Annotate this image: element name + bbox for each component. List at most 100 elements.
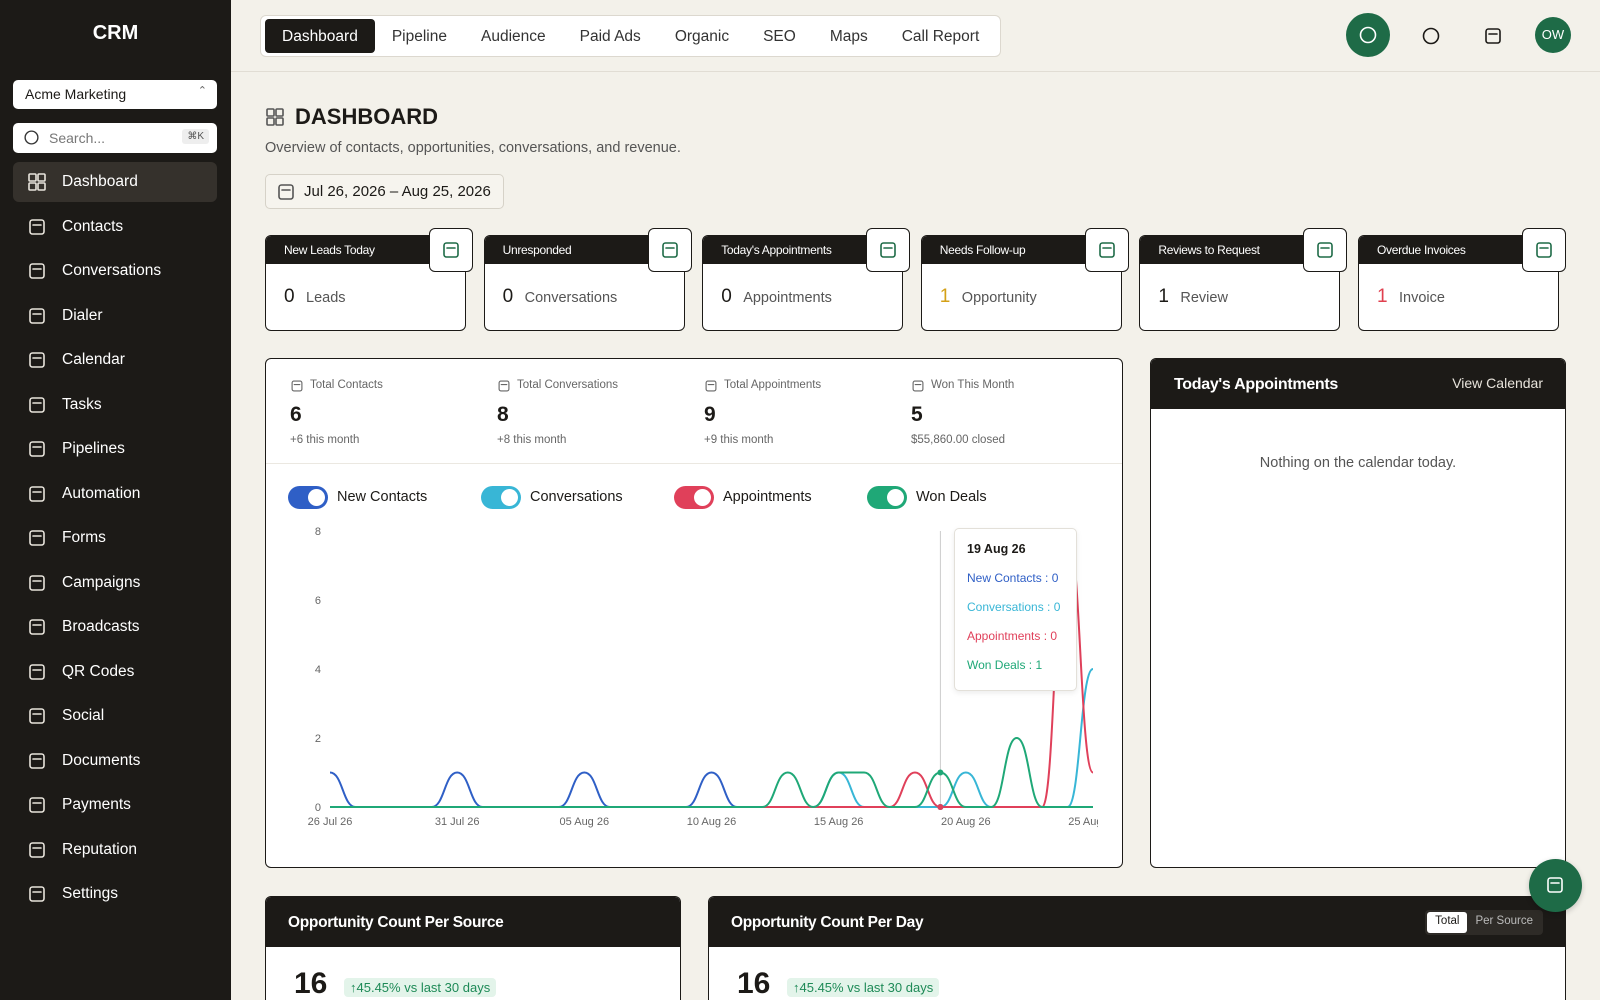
icon-shape [29,485,45,502]
x-tick-label: 15 Aug 26 [814,816,864,828]
kpi-icon[interactable] [1303,228,1348,272]
brand: CRM [92,22,139,44]
tab[interactable]: Organic [674,28,730,45]
nav-item[interactable]: Reputation [13,830,217,870]
sidebar: CRM Acme Marketing ⌃ Search... ⌘K Dashboard Co… [0,0,231,1000]
icon-shape [1317,242,1334,258]
icon [29,307,45,324]
y-tick-label: 4 [315,664,321,676]
toggle-option[interactable]: Per Source [1475,915,1533,927]
kpi-value: 0 [502,286,514,307]
kpi-icon[interactable] [647,228,692,272]
kpi-icon[interactable] [1084,228,1129,272]
icon [661,242,678,258]
icon-shape [29,441,45,457]
icon [29,663,45,680]
series-toggle[interactable] [481,486,521,509]
icon [29,574,45,591]
kpi-icon[interactable] [866,228,911,272]
nav-item[interactable]: Dialer [13,296,217,336]
icon [29,530,45,546]
tab[interactable]: Pipeline [391,28,447,45]
nav-item[interactable]: Calendar [13,340,217,380]
icon-shape [37,173,46,182]
icon [29,752,45,769]
tab[interactable]: Call Report [901,28,980,45]
tooltip-line: New Contacts : 0 [967,571,1059,585]
tab[interactable]: Audience [480,28,546,45]
card-header [266,897,680,947]
icon-shape [29,218,45,235]
notifications-button[interactable] [1482,25,1504,47]
card-title: Opportunity Count Per Source [288,914,504,931]
opportunity-value: 16 [294,967,328,1000]
floating-action-button[interactable] [1529,859,1582,912]
toggle-option[interactable]: Total [1427,912,1468,933]
icon-shape [29,396,45,413]
tab[interactable]: SEO [763,28,796,45]
nav-item[interactable]: Settings [13,874,217,914]
stat-label: Total Conversations [517,379,618,391]
stat-delta: +9 this month [704,434,774,446]
nav-item[interactable]: Tasks [13,385,217,425]
toggle-knob [694,489,711,506]
nav-item[interactable]: Forms [13,518,217,558]
nav-item[interactable]: Contacts [13,207,217,247]
avatar[interactable]: OW [1535,17,1571,53]
nav-item[interactable]: Automation [13,474,217,514]
workspace-select[interactable]: Acme Marketing ⌃ [13,80,217,109]
nav-item[interactable]: Conversations [13,251,217,291]
legend-label: Conversations [530,489,623,505]
change-badge: ↑45.45% vs last 30 days [344,978,497,997]
tab[interactable]: Maps [829,28,868,45]
nav-item[interactable]: Social [13,696,217,736]
search-box[interactable]: Search... ⌘K [13,123,217,153]
icon [705,380,717,392]
opportunity-card: Opportunity Count Per Source 16 ↑45.45% vs… [265,896,681,1000]
nav-item[interactable]: Documents [13,741,217,781]
icon-shape [29,797,45,813]
nav-item[interactable]: QR Codes [13,652,217,692]
series-toggle[interactable] [288,486,328,509]
series-toggle[interactable] [867,486,907,509]
icon [443,242,459,258]
icon [1317,242,1334,258]
tab[interactable]: Paid Ads [579,28,641,45]
page-title: DASHBOARD [295,104,438,129]
stat-delta: $55,860.00 closed [911,434,1005,446]
icon [29,797,45,813]
nav-item[interactable]: Payments [13,785,217,825]
activity-card: Total Contacts 6 +6 this month Total Conver… [265,358,1123,868]
icon-shape [1536,242,1552,258]
x-tick-label: 05 Aug 26 [560,816,610,828]
date-range-text: Jul 26, 2026 – Aug 25, 2026 [304,183,491,200]
stat-label: Total Contacts [310,379,383,391]
legend-label: Appointments [723,489,812,505]
nav-item[interactable]: Broadcasts [13,607,217,647]
nav-item[interactable]: Pipelines [13,429,217,469]
kpi-icon[interactable] [429,228,473,272]
nav-label: Contacts [62,217,124,235]
icon-shape [29,708,45,724]
icon [278,184,294,200]
date-range[interactable]: Jul 26, 2026 – Aug 25, 2026 [265,174,504,209]
toggle-knob [308,489,325,506]
kpi-icon[interactable] [1522,228,1566,272]
nav-label: Forms [62,529,106,546]
nav-label: Automation [62,484,141,502]
nav-item[interactable]: Campaigns [13,563,217,603]
kpi-unit: Conversations [524,290,618,306]
view-calendar-link[interactable]: View Calendar [1452,375,1543,391]
workspace-name: Acme Marketing [25,86,127,102]
stat-label: Won This Month [931,379,1015,391]
kpi-value: 1 [1377,286,1388,307]
tab[interactable]: Dashboard [265,19,375,53]
icon-shape [29,752,45,769]
x-tick-label: 26 Jul 26 [308,816,353,828]
nav-item[interactable]: Dashboard [13,162,217,202]
phone-button[interactable] [1346,13,1390,57]
icon-shape [705,380,717,392]
view-button[interactable] [1420,25,1442,47]
nav-label: QR Codes [62,662,135,680]
series-toggle[interactable] [674,486,714,509]
